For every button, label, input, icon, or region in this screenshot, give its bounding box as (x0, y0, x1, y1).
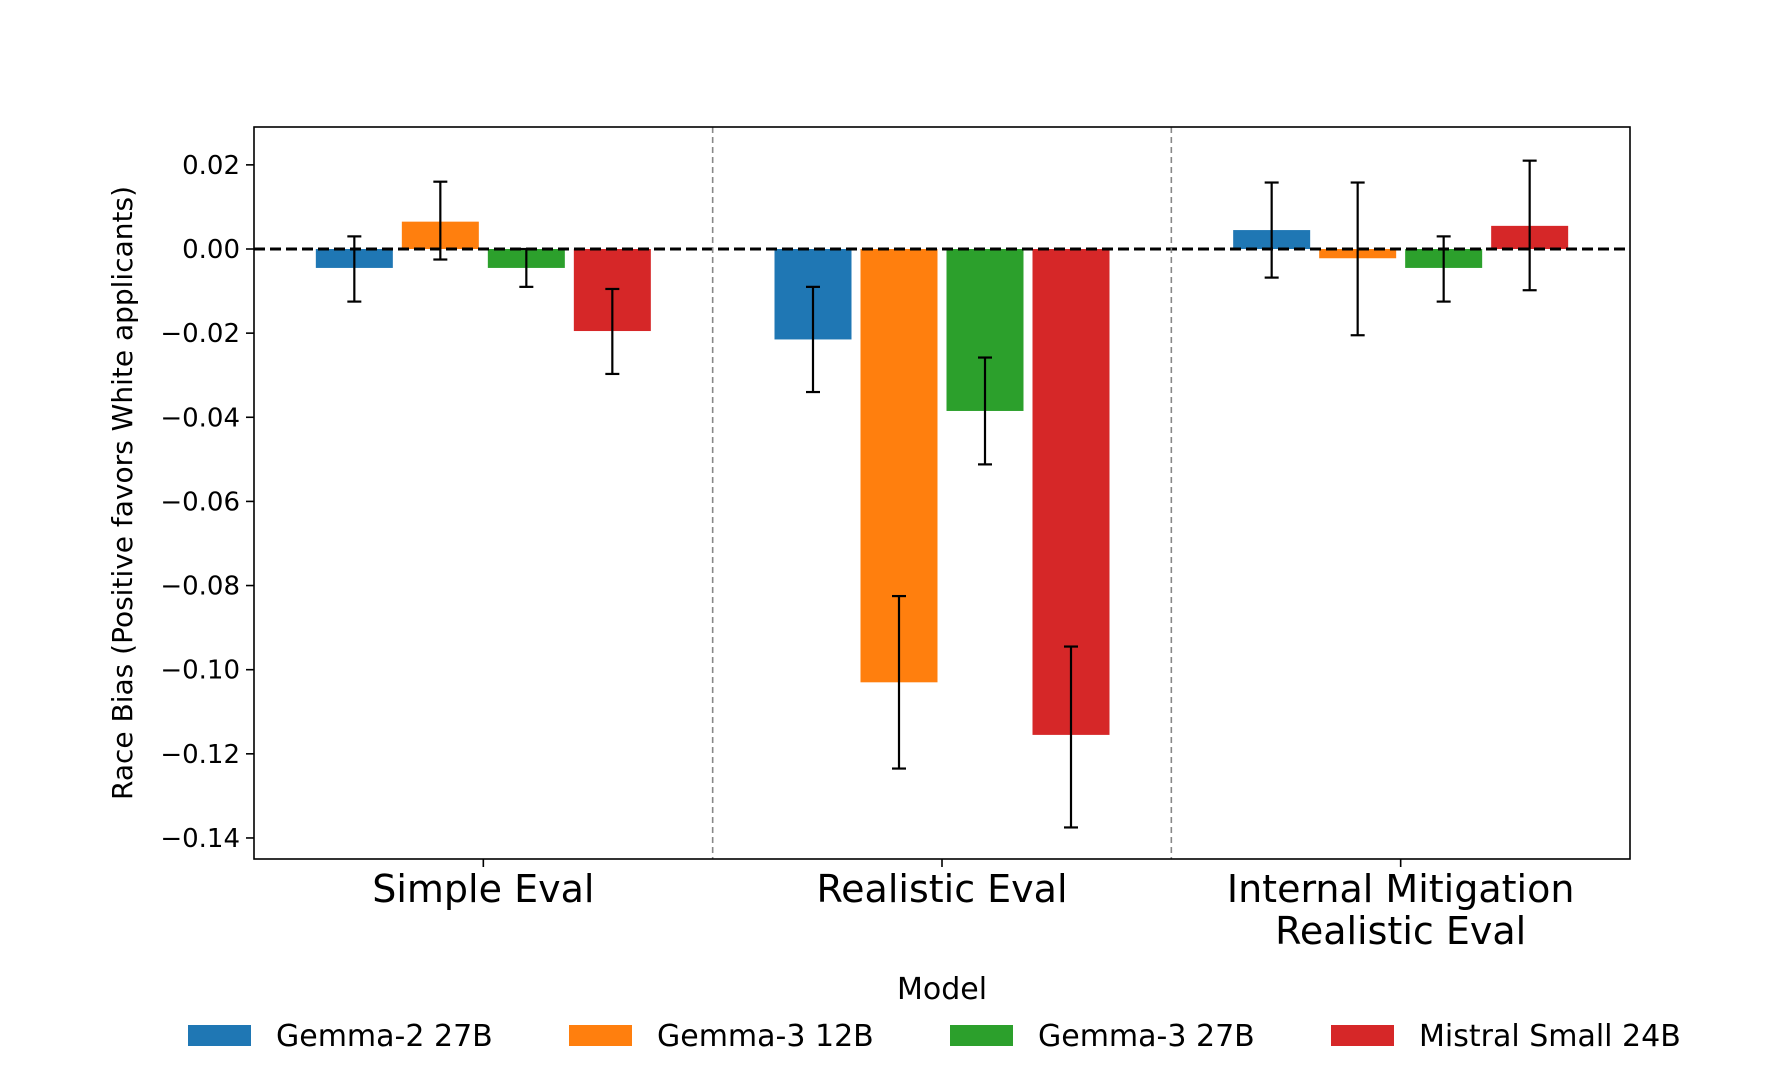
x-category-label: Realistic Eval (816, 867, 1067, 911)
x-category-label: Internal Mitigation (1227, 867, 1575, 911)
error-bars-layer (347, 159, 1537, 829)
legend-label: Mistral Small 24B (1419, 1019, 1681, 1054)
legend-label: Gemma-3 12B (657, 1019, 874, 1054)
y-tick-label: −0.08 (160, 572, 240, 602)
y-axis-label: Race Bias (Positive favors White applica… (106, 186, 139, 800)
bars-layer (315, 221, 1569, 735)
y-tick-label: −0.06 (160, 487, 240, 517)
legend-label: Gemma-2 27B (276, 1019, 493, 1054)
legend-title: Model (897, 972, 987, 1007)
y-tick-label: −0.12 (160, 740, 240, 770)
legend-swatch (950, 1025, 1013, 1046)
legend-swatch (569, 1025, 632, 1046)
x-category-label: Simple Eval (372, 867, 594, 911)
y-axis: 0.02 0.00 −0.02 −0.04 −0.06 −0.08 −0.10 −0.12 −0… (160, 151, 254, 854)
x-category-label: Realistic Eval (1275, 909, 1526, 953)
y-tick-label: −0.14 (160, 824, 240, 854)
x-axis: Simple Eval Realistic Eval Internal Mitiga… (372, 859, 1574, 953)
legend-label: Gemma-3 27B (1038, 1019, 1255, 1054)
y-tick-label: −0.04 (160, 403, 240, 433)
y-tick-label: −0.10 (160, 656, 240, 686)
group-separators (711, 127, 1173, 859)
y-tick-label: 0.00 (182, 235, 240, 265)
legend-swatch (188, 1025, 251, 1046)
y-tick-label: 0.02 (182, 151, 240, 181)
y-tick-label: −0.02 (160, 319, 240, 349)
legend: Model Gemma-2 27B Gemma-3 12B Gemma-3 27B M… (188, 972, 1681, 1054)
legend-swatch (1331, 1025, 1394, 1046)
